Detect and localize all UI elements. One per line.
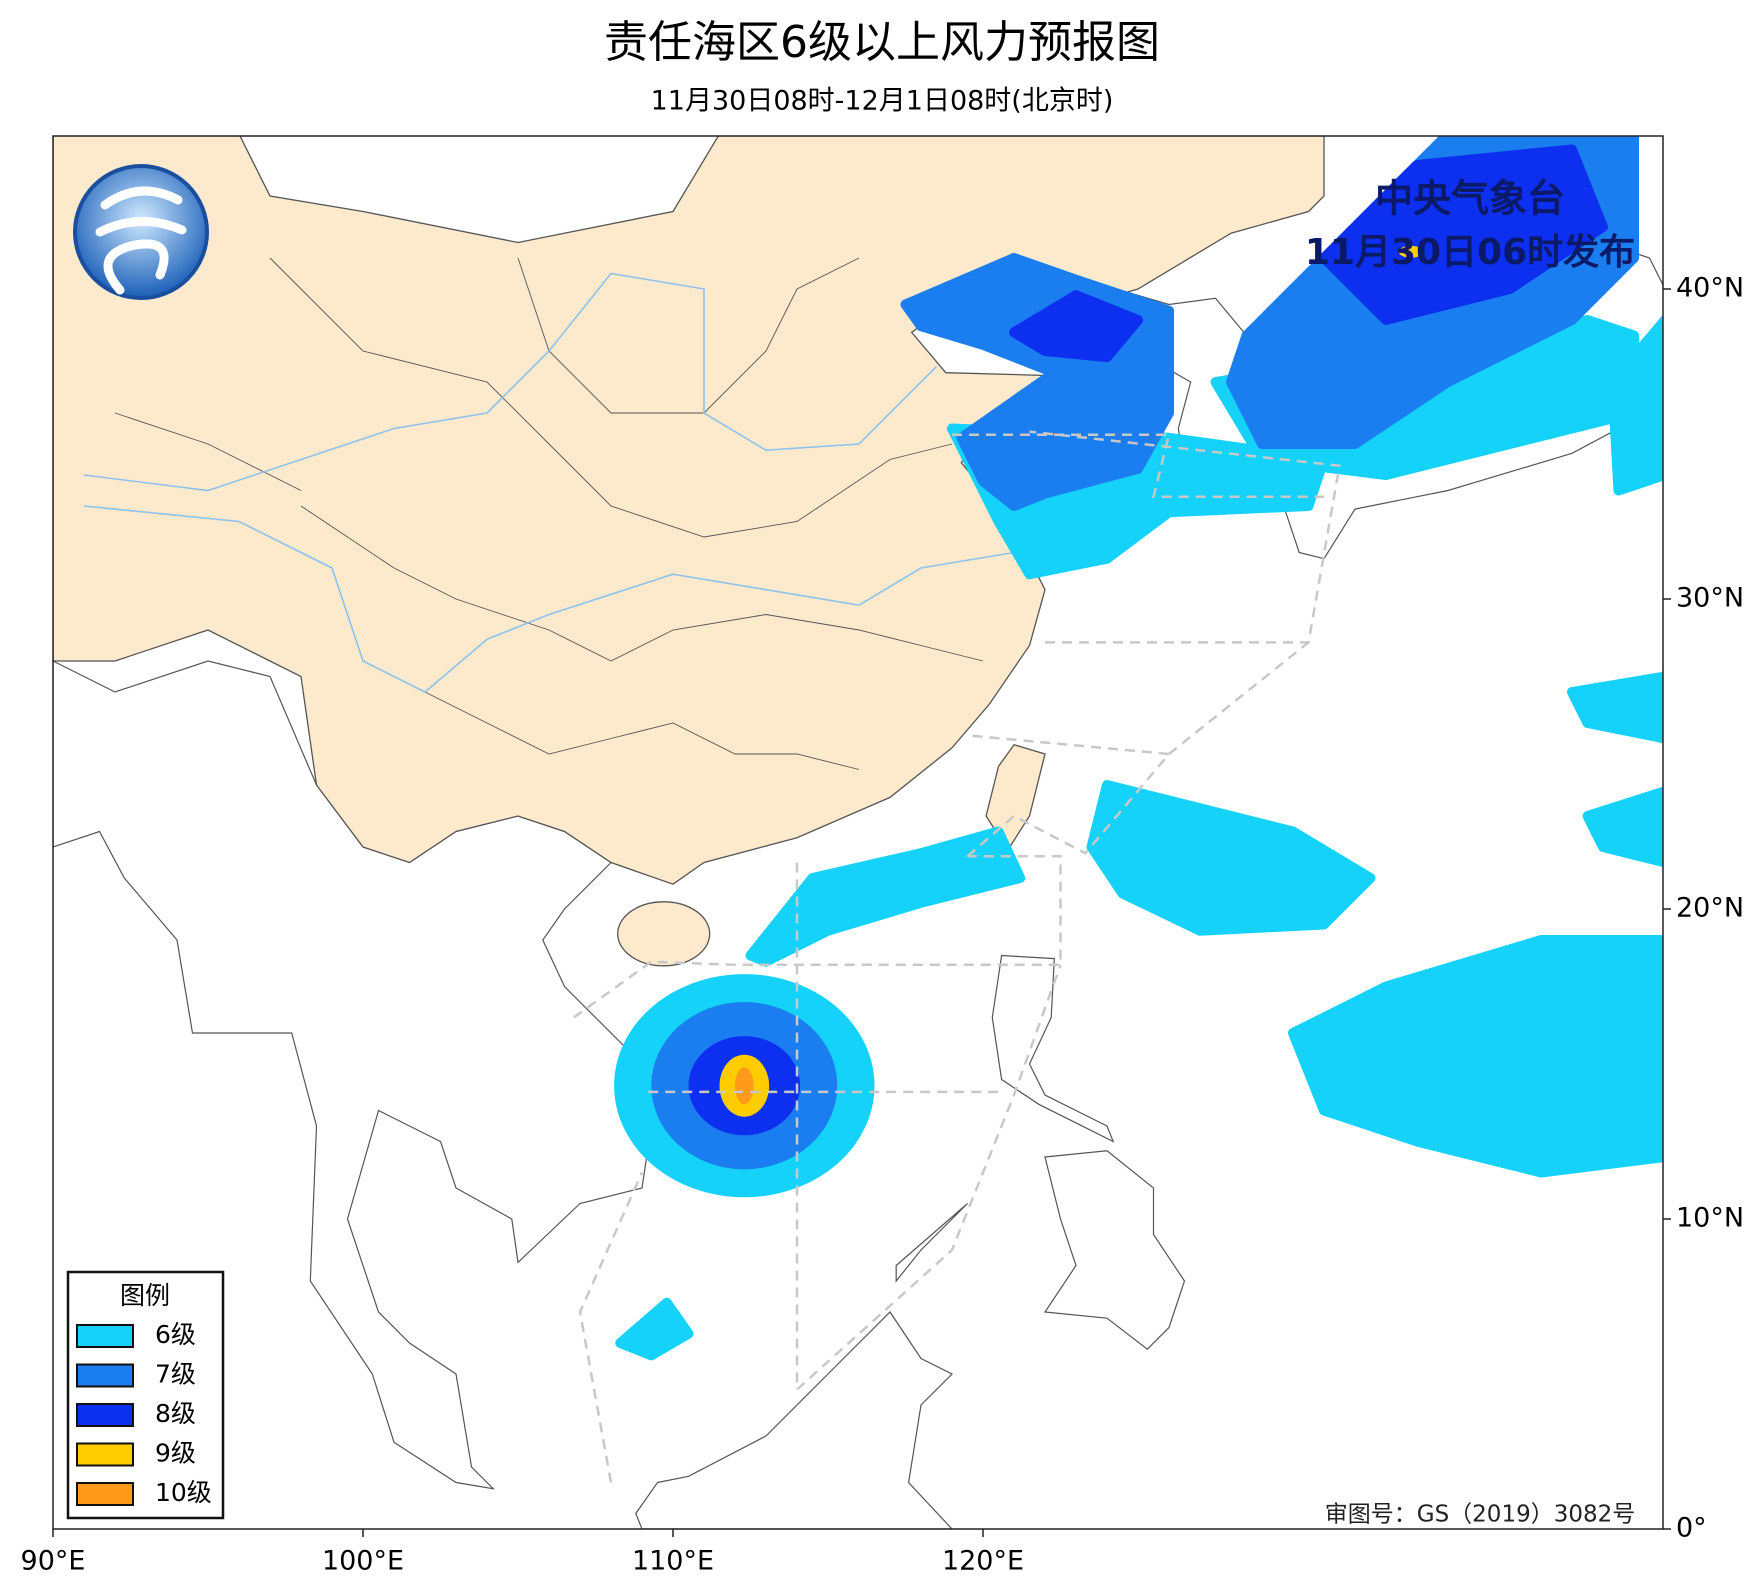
lat-tick-label: 20°N bbox=[1676, 893, 1744, 924]
legend-swatch bbox=[76, 1482, 134, 1506]
wind-area bbox=[1319, 144, 1608, 325]
lat-tick-label: 0° bbox=[1676, 1513, 1707, 1544]
legend-label: 8级 bbox=[155, 1399, 196, 1428]
wind-area bbox=[1582, 786, 1663, 868]
sea-zone-boundary bbox=[966, 734, 1172, 858]
issuer-time: 11月30日06时发布 bbox=[1305, 232, 1635, 273]
sea-zone-boundary bbox=[1029, 430, 1341, 644]
legend-label: 10级 bbox=[155, 1478, 212, 1507]
wind-area bbox=[1009, 290, 1143, 363]
legend-label: 6级 bbox=[155, 1320, 196, 1349]
sea-zone-boundary bbox=[796, 964, 1062, 1391]
map-frame bbox=[52, 135, 1664, 1530]
land bbox=[635, 1311, 954, 1529]
river bbox=[83, 272, 938, 492]
lat-tick-label: 10°N bbox=[1676, 1203, 1744, 1234]
lat-tick-label: 30°N bbox=[1676, 583, 1744, 614]
map-subtitle: 11月30日08时-12月1日08时(北京时) bbox=[651, 86, 1114, 117]
wind-area bbox=[1567, 671, 1663, 744]
province-border bbox=[424, 691, 860, 770]
legend-swatch bbox=[76, 1403, 134, 1427]
approval-number: 审图号：GS（2019）3082号 bbox=[1325, 1502, 1636, 1528]
legend-box bbox=[66, 1270, 225, 1520]
legend-swatch bbox=[76, 1363, 134, 1388]
sea-zone-boundary bbox=[573, 855, 1062, 1019]
legend: 图例 6级 7级 8级 9级 10级 bbox=[66, 1270, 225, 1520]
wind-area bbox=[615, 1297, 694, 1361]
lon-tick-label: 90°E bbox=[21, 1546, 86, 1577]
issuer-name: 中央气象台 bbox=[1375, 177, 1565, 221]
wind-area bbox=[1398, 245, 1423, 258]
sea-zone-boundary bbox=[952, 433, 1324, 498]
land bbox=[991, 954, 1115, 1143]
lon-tick-label: 110°E bbox=[632, 1546, 714, 1577]
river bbox=[83, 505, 1015, 693]
sea-zone-boundary bbox=[1168, 641, 1310, 755]
wind-area bbox=[1607, 315, 1663, 496]
legend-label: 7级 bbox=[155, 1360, 196, 1389]
wind-area bbox=[745, 826, 1026, 967]
hainan bbox=[617, 901, 711, 967]
logo bbox=[73, 164, 209, 300]
typhoon-wind-area bbox=[735, 1067, 754, 1105]
map-title: 责任海区6级以上风力预报图 bbox=[604, 17, 1160, 68]
lon-tick-label: 100°E bbox=[322, 1546, 404, 1577]
wind-area bbox=[1288, 935, 1663, 1178]
land bbox=[895, 1203, 968, 1283]
legend-items: 6级 7级 8级 9级 10级 bbox=[76, 1320, 212, 1507]
legend-swatch bbox=[76, 1442, 134, 1467]
province-border bbox=[269, 257, 953, 538]
legend-swatch bbox=[76, 1324, 134, 1348]
sea-zone-boundary bbox=[578, 1171, 644, 1483]
lat-tick-label: 40°N bbox=[1676, 273, 1744, 304]
land bbox=[1043, 1150, 1186, 1350]
legend-label: 9级 bbox=[155, 1439, 196, 1468]
province-border bbox=[300, 505, 984, 662]
axis-ticks: 90°E 100°E 110°E 120°E 40°N 30°N 20°N 10°N 0° bbox=[21, 273, 1745, 1577]
wind-area bbox=[1086, 780, 1376, 936]
legend-title: 图例 bbox=[120, 1281, 170, 1310]
lon-tick-label: 120°E bbox=[942, 1546, 1024, 1577]
map-content bbox=[53, 136, 1663, 1529]
province-border bbox=[114, 412, 302, 491]
logo-circle bbox=[73, 164, 209, 300]
logo-mark bbox=[95, 186, 187, 295]
